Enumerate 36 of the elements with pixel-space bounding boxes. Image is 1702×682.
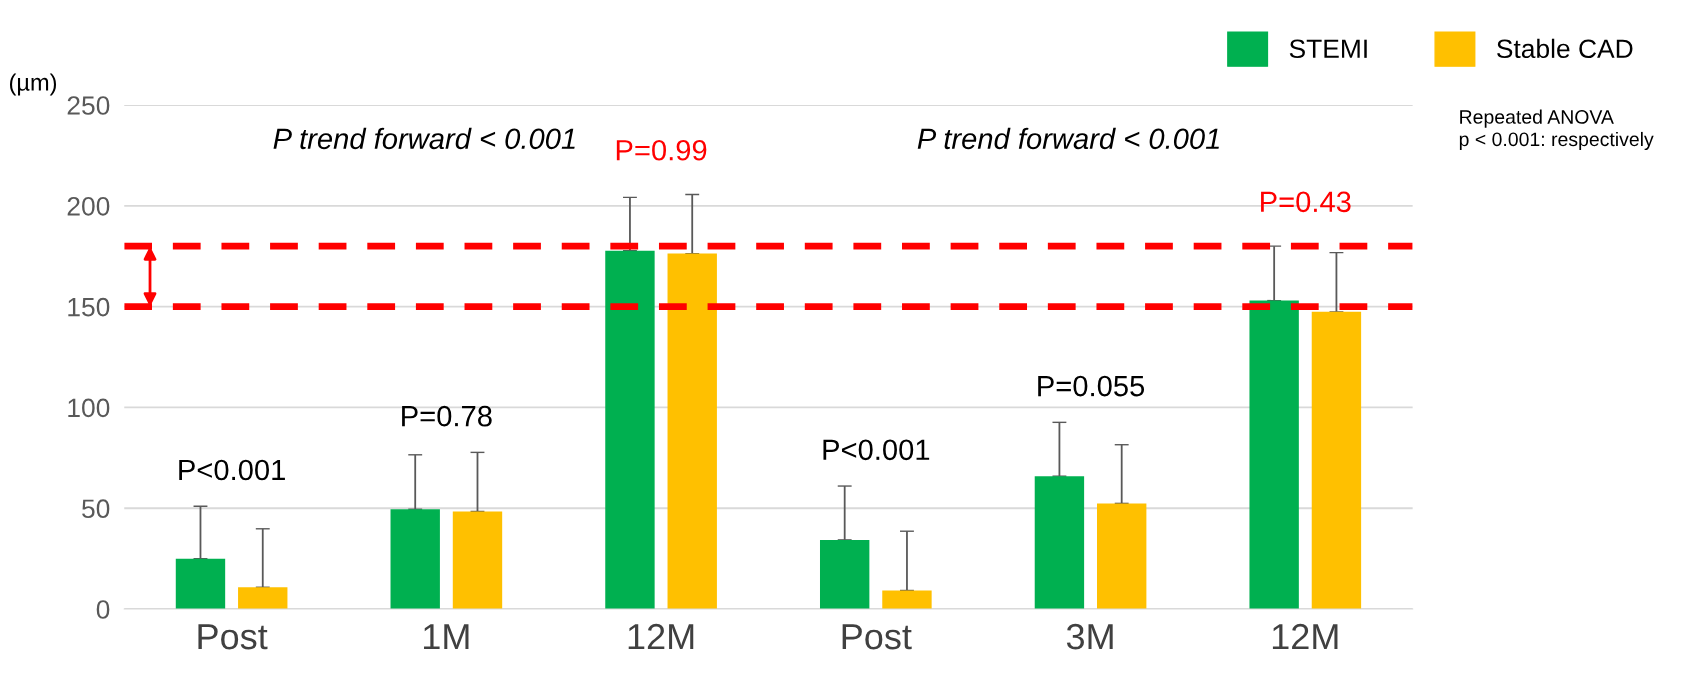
x-tick-label: 3M <box>1066 623 1113 650</box>
y-axis-title: (µm) <box>9 73 57 96</box>
annotation: P=0.43 <box>1261 191 1351 213</box>
x-tick-label: Post <box>198 624 268 650</box>
bar <box>882 590 932 610</box>
bar <box>390 509 440 610</box>
y-tick-label: 150 <box>68 297 110 317</box>
x-tick-label: 12M <box>1272 623 1338 650</box>
annotation: P<0.001 <box>823 439 930 461</box>
annotation: P trend forward < 0.001 <box>273 127 575 150</box>
legend-label: Stable CAD <box>1497 38 1633 59</box>
annotation: P=0.78 <box>402 405 492 427</box>
bar <box>175 558 226 610</box>
bar <box>1034 476 1085 610</box>
y-tick-label: 50 <box>82 499 110 519</box>
bar <box>452 511 503 610</box>
bar <box>1097 503 1147 610</box>
legend-label: STEMI <box>1289 39 1367 59</box>
y-tick-label: 0 <box>96 600 110 619</box>
text: Repeated ANOVA p < 0.001: respectively <box>1459 109 1654 151</box>
bar <box>1311 311 1362 610</box>
x-tick-label: Post <box>842 624 912 650</box>
y-tick-label: 200 <box>67 196 110 216</box>
bar <box>238 587 288 610</box>
y-tick-label: 100 <box>68 398 110 418</box>
x-tick-label: 1M <box>424 624 469 650</box>
annotation: P=0.99 <box>616 139 707 161</box>
annotation: P trend forward < 0.001 <box>917 127 1219 150</box>
annotation: P<0.001 <box>179 459 285 481</box>
x-tick-label: 12M <box>628 623 694 650</box>
annotation: P=0.055 <box>1038 375 1145 397</box>
bar <box>605 250 655 610</box>
bar <box>1249 300 1299 610</box>
bar <box>819 539 870 610</box>
y-tick-label: 250 <box>67 96 110 115</box>
bar <box>667 253 717 610</box>
